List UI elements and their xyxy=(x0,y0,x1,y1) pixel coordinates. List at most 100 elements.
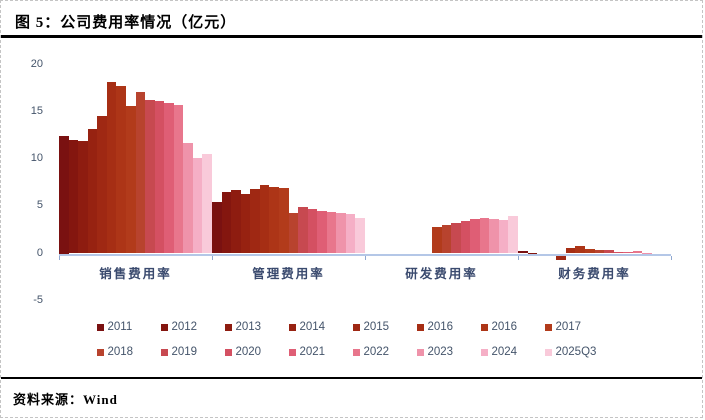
bar-2021 xyxy=(164,102,174,254)
legend-item-2022: 2022 xyxy=(352,346,417,358)
bar-2015 xyxy=(556,253,566,260)
legend-swatch xyxy=(416,323,424,331)
expense-ratio-bar-chart: 20 15 10 5 0 -5 销售费用率 管理费用率 研发费用率 财务费用率 xyxy=(1,1,702,317)
legend-swatch xyxy=(352,348,360,356)
bar-2022 xyxy=(173,104,184,254)
legend-label: 2019 xyxy=(171,346,198,358)
bar-2022 xyxy=(632,251,643,254)
y-axis-tick-label: 15 xyxy=(30,105,43,118)
bar-2018 xyxy=(441,225,452,254)
bar-2022 xyxy=(479,217,490,254)
legend-label: 2016 xyxy=(491,321,518,333)
bar-2017 xyxy=(431,227,442,254)
legend-label: 2024 xyxy=(491,346,518,358)
bar-2012 xyxy=(68,139,79,254)
chart-legend-row-2: 2018 2019 2020 2021 2022 2023 2024 2025Q3 xyxy=(1,346,702,358)
legend-item-2014: 2014 xyxy=(288,321,353,333)
legend-label: 2016 xyxy=(427,321,454,333)
x-axis-line xyxy=(59,253,671,256)
bar-2014 xyxy=(87,129,98,254)
bar-2023 xyxy=(183,143,193,254)
legend-item-2020: 2020 xyxy=(224,346,289,358)
legend-item-2024: 2024 xyxy=(480,346,545,358)
bar-2020 xyxy=(307,208,318,254)
legend-label: 2018 xyxy=(107,346,134,358)
source-divider xyxy=(1,377,702,379)
bar-2018 xyxy=(594,249,605,254)
bar-2019 xyxy=(604,250,614,254)
bar-2024 xyxy=(498,219,509,254)
bar-2016 xyxy=(565,248,576,254)
legend-item-2017: 2017 xyxy=(544,321,609,333)
bar-2016 xyxy=(575,246,585,254)
legend-label: 2021 xyxy=(299,346,326,358)
legend-item-2015: 2015 xyxy=(352,321,417,333)
bar-2023 xyxy=(336,212,346,254)
bar-2024 xyxy=(192,158,203,254)
bar-2025Q3 xyxy=(355,217,365,254)
legend-swatch xyxy=(544,348,552,356)
category-label-2: 管理费用率 xyxy=(252,267,325,281)
legend-label: 2012 xyxy=(171,321,198,333)
legend-item-2025Q3: 2025Q3 xyxy=(544,346,609,358)
legend-swatch xyxy=(288,348,296,356)
legend-label: 2023 xyxy=(427,346,454,358)
legend-item-2021: 2021 xyxy=(288,346,353,358)
category-label-3: 研发费用率 xyxy=(405,267,478,281)
x-axis-tick xyxy=(518,255,519,260)
legend-label: 2013 xyxy=(235,321,262,333)
bar-2025Q3 xyxy=(202,153,212,254)
bar-2011 xyxy=(212,201,222,254)
legend-swatch xyxy=(288,323,296,331)
bar-2013 xyxy=(231,190,241,254)
bar-2017 xyxy=(125,105,136,254)
source-note: 资料来源：Wind xyxy=(13,392,118,407)
y-axis-tick-label: -5 xyxy=(33,293,43,306)
bar-2021 xyxy=(470,218,480,254)
bar-2013 xyxy=(78,141,88,254)
chart-legend-row-1: 2011 2012 2013 2014 2015 2016 2016 2017 xyxy=(1,321,702,333)
legend-label: 2020 xyxy=(235,346,262,358)
legend-item-2023: 2023 xyxy=(416,346,481,358)
legend-item-2016: 2016 xyxy=(416,321,481,333)
bar-2018 xyxy=(135,92,146,254)
bar-2025Q3 xyxy=(508,215,518,254)
x-axis-tick xyxy=(671,255,672,260)
legend-item-2011: 2011 xyxy=(96,321,161,333)
legend-swatch xyxy=(160,323,168,331)
bar-2011 xyxy=(59,135,69,254)
title-divider xyxy=(1,35,702,38)
legend-item-2018: 2018 xyxy=(96,346,161,358)
bar-2016 xyxy=(259,184,270,254)
y-axis-tick-label: 5 xyxy=(36,199,43,212)
y-axis-tick-label: 20 xyxy=(30,58,43,71)
bar-2016 xyxy=(116,85,126,254)
legend-swatch xyxy=(224,348,232,356)
legend-swatch xyxy=(160,348,168,356)
legend-swatch xyxy=(480,323,488,331)
legend-item-2016: 2016 xyxy=(480,321,545,333)
x-axis-tick xyxy=(212,255,213,260)
bar-2016 xyxy=(269,186,279,254)
bar-2019 xyxy=(145,99,155,254)
bar-2016 xyxy=(106,82,117,254)
legend-swatch xyxy=(224,323,232,331)
legend-swatch xyxy=(416,348,424,356)
category-label-1: 销售费用率 xyxy=(99,267,172,281)
legend-label: 2025Q3 xyxy=(555,346,597,358)
figure-title: 图 5：公司费用率情况（亿元） xyxy=(15,15,237,31)
legend-swatch xyxy=(96,323,104,331)
y-axis-tick-label: 0 xyxy=(36,246,43,259)
y-axis-tick-label: 10 xyxy=(30,152,43,165)
bar-2021 xyxy=(623,252,633,254)
bar-2021 xyxy=(317,211,327,254)
bar-2011 xyxy=(518,251,528,254)
bar-2020 xyxy=(460,220,471,254)
bar-2020 xyxy=(613,251,624,254)
bar-2019 xyxy=(451,223,461,254)
bar-2018 xyxy=(288,212,299,254)
legend-label: 2022 xyxy=(363,346,390,358)
x-axis-tick xyxy=(365,255,366,260)
legend-label: 2014 xyxy=(299,321,326,333)
legend-swatch xyxy=(352,323,360,331)
